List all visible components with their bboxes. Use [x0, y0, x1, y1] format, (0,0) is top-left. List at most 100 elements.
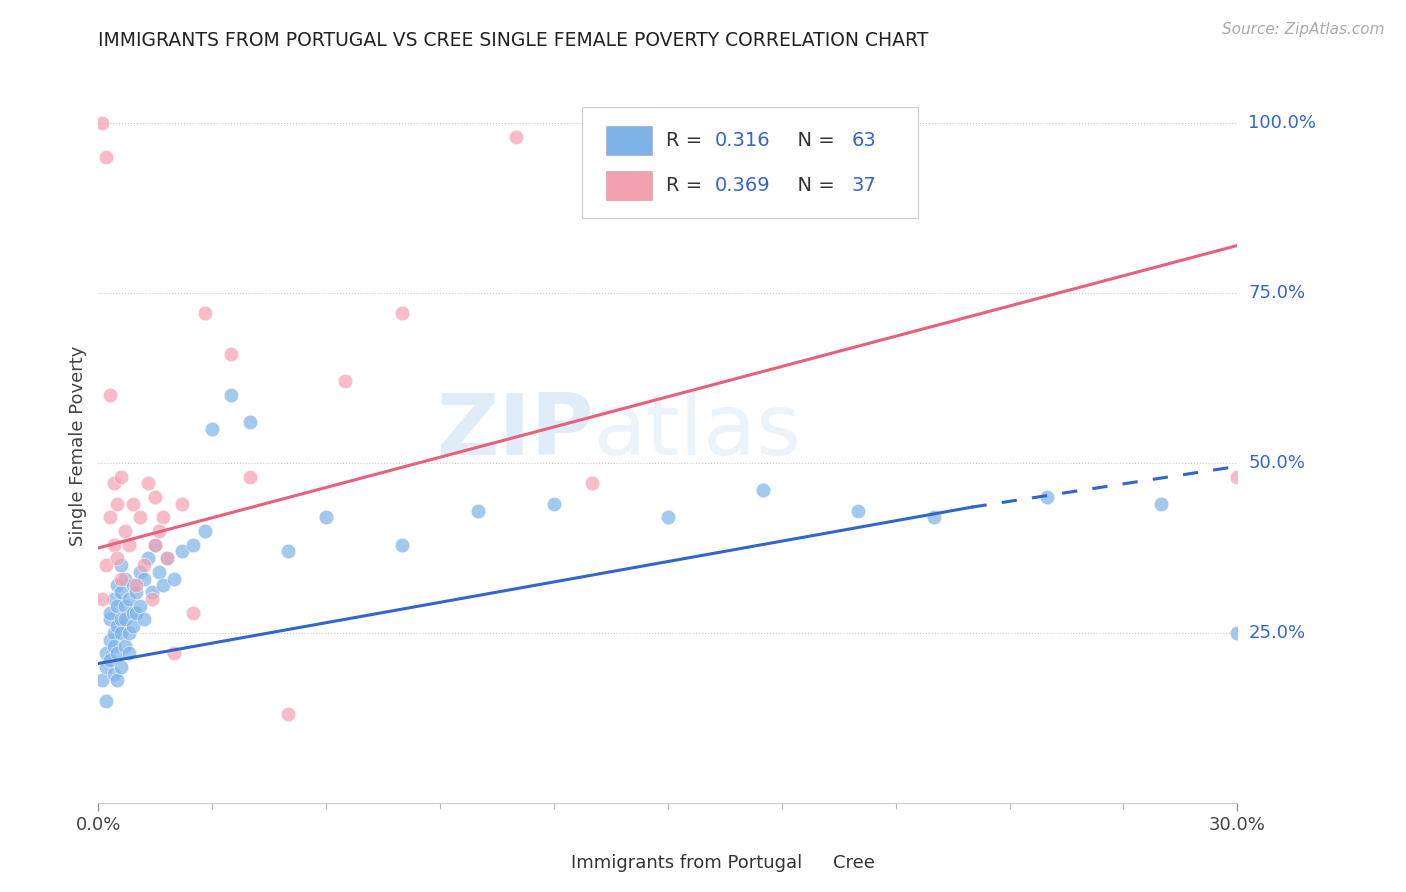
- Point: [110, 626, 132, 640]
- Point: [1226, 469, 1249, 483]
- Text: 75.0%: 75.0%: [1249, 284, 1306, 302]
- Point: [121, 619, 143, 633]
- Point: [91, 116, 114, 130]
- Text: atlas: atlas: [593, 390, 801, 474]
- Point: [110, 558, 132, 572]
- Text: ZIP: ZIP: [436, 390, 593, 474]
- Point: [201, 422, 224, 436]
- Point: [922, 510, 945, 524]
- Point: [114, 612, 136, 626]
- Point: [145, 537, 167, 551]
- Point: [221, 388, 243, 402]
- Point: [221, 347, 243, 361]
- Point: [657, 510, 679, 524]
- Point: [141, 585, 163, 599]
- Point: [148, 565, 170, 579]
- Point: [581, 476, 603, 491]
- Text: N =: N =: [785, 176, 841, 195]
- Text: 100.0%: 100.0%: [1249, 114, 1316, 132]
- Point: [1226, 626, 1249, 640]
- Point: [114, 572, 136, 586]
- Point: [107, 673, 129, 688]
- Point: [129, 510, 152, 524]
- Point: [141, 591, 163, 606]
- Point: [107, 646, 129, 660]
- Point: [98, 388, 121, 402]
- Point: [152, 510, 174, 524]
- Point: [94, 646, 117, 660]
- Text: IMMIGRANTS FROM PORTUGAL VS CREE SINGLE FEMALE POVERTY CORRELATION CHART: IMMIGRANTS FROM PORTUGAL VS CREE SINGLE …: [98, 31, 929, 50]
- Point: [107, 551, 129, 566]
- FancyBboxPatch shape: [606, 171, 652, 200]
- Point: [145, 537, 167, 551]
- Point: [125, 578, 148, 592]
- Point: [183, 606, 205, 620]
- Point: [107, 619, 129, 633]
- Point: [103, 666, 125, 681]
- Point: [121, 497, 143, 511]
- Point: [91, 673, 114, 688]
- Point: [194, 524, 217, 538]
- Point: [98, 612, 121, 626]
- Point: [315, 510, 337, 524]
- Point: [136, 551, 159, 566]
- FancyBboxPatch shape: [797, 853, 830, 874]
- Point: [103, 626, 125, 640]
- Point: [121, 578, 143, 592]
- Point: [91, 591, 114, 606]
- Point: [110, 469, 132, 483]
- Point: [94, 558, 117, 572]
- Point: [103, 591, 125, 606]
- Point: [110, 660, 132, 674]
- Point: [277, 707, 299, 722]
- Point: [98, 653, 121, 667]
- Point: [391, 537, 413, 551]
- Point: [1150, 497, 1173, 511]
- Point: [239, 469, 262, 483]
- Point: [114, 524, 136, 538]
- Point: [94, 660, 117, 674]
- Text: 50.0%: 50.0%: [1249, 454, 1305, 472]
- Point: [98, 606, 121, 620]
- Text: Cree: Cree: [832, 855, 875, 872]
- Point: [846, 503, 869, 517]
- Point: [103, 537, 125, 551]
- Point: [118, 591, 141, 606]
- Point: [194, 306, 217, 320]
- Text: R =: R =: [665, 131, 709, 150]
- Point: [114, 640, 136, 654]
- Text: 0.316: 0.316: [714, 131, 770, 150]
- Point: [129, 565, 152, 579]
- Point: [277, 544, 299, 558]
- Point: [543, 497, 565, 511]
- Point: [148, 524, 170, 538]
- Point: [156, 551, 179, 566]
- Point: [170, 544, 193, 558]
- Point: [94, 694, 117, 708]
- Text: 0.369: 0.369: [714, 176, 770, 195]
- Point: [163, 572, 186, 586]
- Point: [98, 510, 121, 524]
- Text: Immigrants from Portugal: Immigrants from Portugal: [571, 855, 803, 872]
- Point: [129, 599, 152, 613]
- FancyBboxPatch shape: [606, 127, 652, 155]
- Text: 25.0%: 25.0%: [1249, 624, 1306, 642]
- Point: [114, 599, 136, 613]
- Point: [136, 476, 159, 491]
- Point: [132, 612, 155, 626]
- Point: [118, 646, 141, 660]
- Point: [125, 606, 148, 620]
- Point: [391, 306, 413, 320]
- Text: 37: 37: [851, 176, 876, 195]
- FancyBboxPatch shape: [582, 107, 918, 218]
- Point: [98, 632, 121, 647]
- Point: [163, 646, 186, 660]
- Point: [505, 129, 527, 144]
- Text: 63: 63: [851, 131, 876, 150]
- Point: [170, 497, 193, 511]
- Text: R =: R =: [665, 176, 709, 195]
- Y-axis label: Single Female Poverty: Single Female Poverty: [69, 346, 87, 546]
- Point: [152, 578, 174, 592]
- Point: [239, 415, 262, 429]
- Point: [467, 503, 489, 517]
